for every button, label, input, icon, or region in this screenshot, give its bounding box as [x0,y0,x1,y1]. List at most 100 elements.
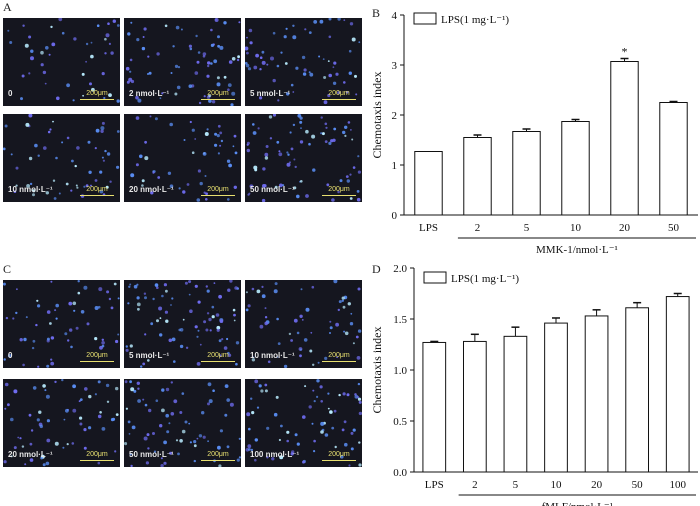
cell-dot [171,337,176,342]
cell-dot [54,309,57,312]
cell-dot [286,162,291,167]
cell-dot [137,98,142,103]
cell-dot [350,431,354,435]
cell-dot [216,76,220,80]
bar [462,340,487,473]
cell-dot [217,152,220,155]
cell-dot [233,185,237,189]
cell-dot [341,299,344,302]
cell-dot [206,128,209,131]
y-tick-label: 0.5 [393,416,407,428]
cell-dot [193,440,197,444]
cell-dot [163,283,167,287]
cell-dot [276,356,279,358]
cell-dot [19,338,23,342]
cell-dot [205,328,209,332]
cell-dot [97,380,101,384]
cell-dot [97,305,101,309]
cell-dot [166,430,170,434]
cell-dot [40,50,44,55]
cell-dot [233,134,237,138]
cell-dot [322,58,325,60]
cell-dot [289,161,291,164]
cell-dot [182,190,186,194]
cell-dot [168,422,171,425]
micrograph-c-5: 50 nmol·L⁻¹ 200μm [124,379,241,467]
y-axis-label: Chemotaxis index [370,327,384,414]
cell-dot [227,198,230,201]
cell-dots [245,18,361,105]
cell-dot [343,19,346,22]
legend-label: LPS(1 mg·L⁻¹) [441,14,509,26]
cell-dot [83,285,88,290]
scale-bar: 200μm [322,451,356,461]
cell-dot [188,293,191,296]
cell-dot [321,132,325,136]
cell-dot [202,52,207,56]
cell-dot [350,129,352,131]
micrograph-c-2: 5 nmol·L⁻¹ 200μm [124,280,241,368]
cell-dot [115,413,119,416]
cell-dot [170,381,173,384]
cell-dot [227,83,232,87]
cell-dot [245,63,250,68]
cell-dot [174,64,179,68]
cell-dot [35,323,38,327]
cell-dot [76,186,79,189]
scale-bar-text: 200μm [328,352,350,359]
scale-bar: 200μm [80,451,114,461]
cell-dot [304,385,307,388]
cell-dot [356,395,360,399]
cell-dot [273,412,278,417]
cell-dot [84,387,88,391]
cell-dot [272,31,276,35]
cell-dot [170,412,175,416]
cell-dot [137,307,140,311]
cell-dot [269,137,273,140]
cell-dot [348,71,352,75]
cell-dot [249,41,253,45]
cell-dot [96,24,100,27]
cell-dot [274,185,278,189]
cell-dot [357,329,362,333]
cell-dot [352,428,356,432]
cell-dot [150,322,154,326]
cell-dot [156,319,159,323]
bar [610,61,639,216]
cell-dot [49,128,52,131]
cell-dot [208,99,212,103]
micrograph-a-2: 2 nmol·L⁻¹ 200μm [124,18,241,106]
cell-dot [280,51,283,54]
micrograph-label: 5 nmol·L⁻¹ [129,351,170,360]
bar [625,307,650,473]
cell-dot [308,142,311,146]
cell-dot [156,286,159,289]
cell-dot [210,28,213,32]
bar [503,335,528,473]
cell-dot [254,168,258,172]
cell-dot [338,300,342,304]
cell-dot [51,42,56,47]
scale-bar-text: 200μm [86,186,108,193]
cell-dot [13,190,17,193]
cell-dot [203,95,206,98]
cell-dot [333,280,338,284]
cell-dot [168,338,173,343]
cell-dot [207,64,210,68]
cell-dot [131,425,136,430]
cell-dot [144,296,147,300]
cell-dot [54,380,57,384]
cell-dot [170,304,172,306]
cell-dot [28,114,33,118]
cell-dot [202,435,206,439]
cell-dot [66,83,70,88]
cell-dot [152,297,155,301]
cell-dot [147,55,150,58]
micrograph-label: 2 nmol·L⁻¹ [129,89,170,98]
cell-dot [117,333,120,336]
cell-dot [80,310,85,314]
cell-dot [358,41,361,44]
cell-dot [83,185,86,188]
cell-dot [337,308,340,312]
micrograph-c-1: 0 200μm [3,280,120,368]
